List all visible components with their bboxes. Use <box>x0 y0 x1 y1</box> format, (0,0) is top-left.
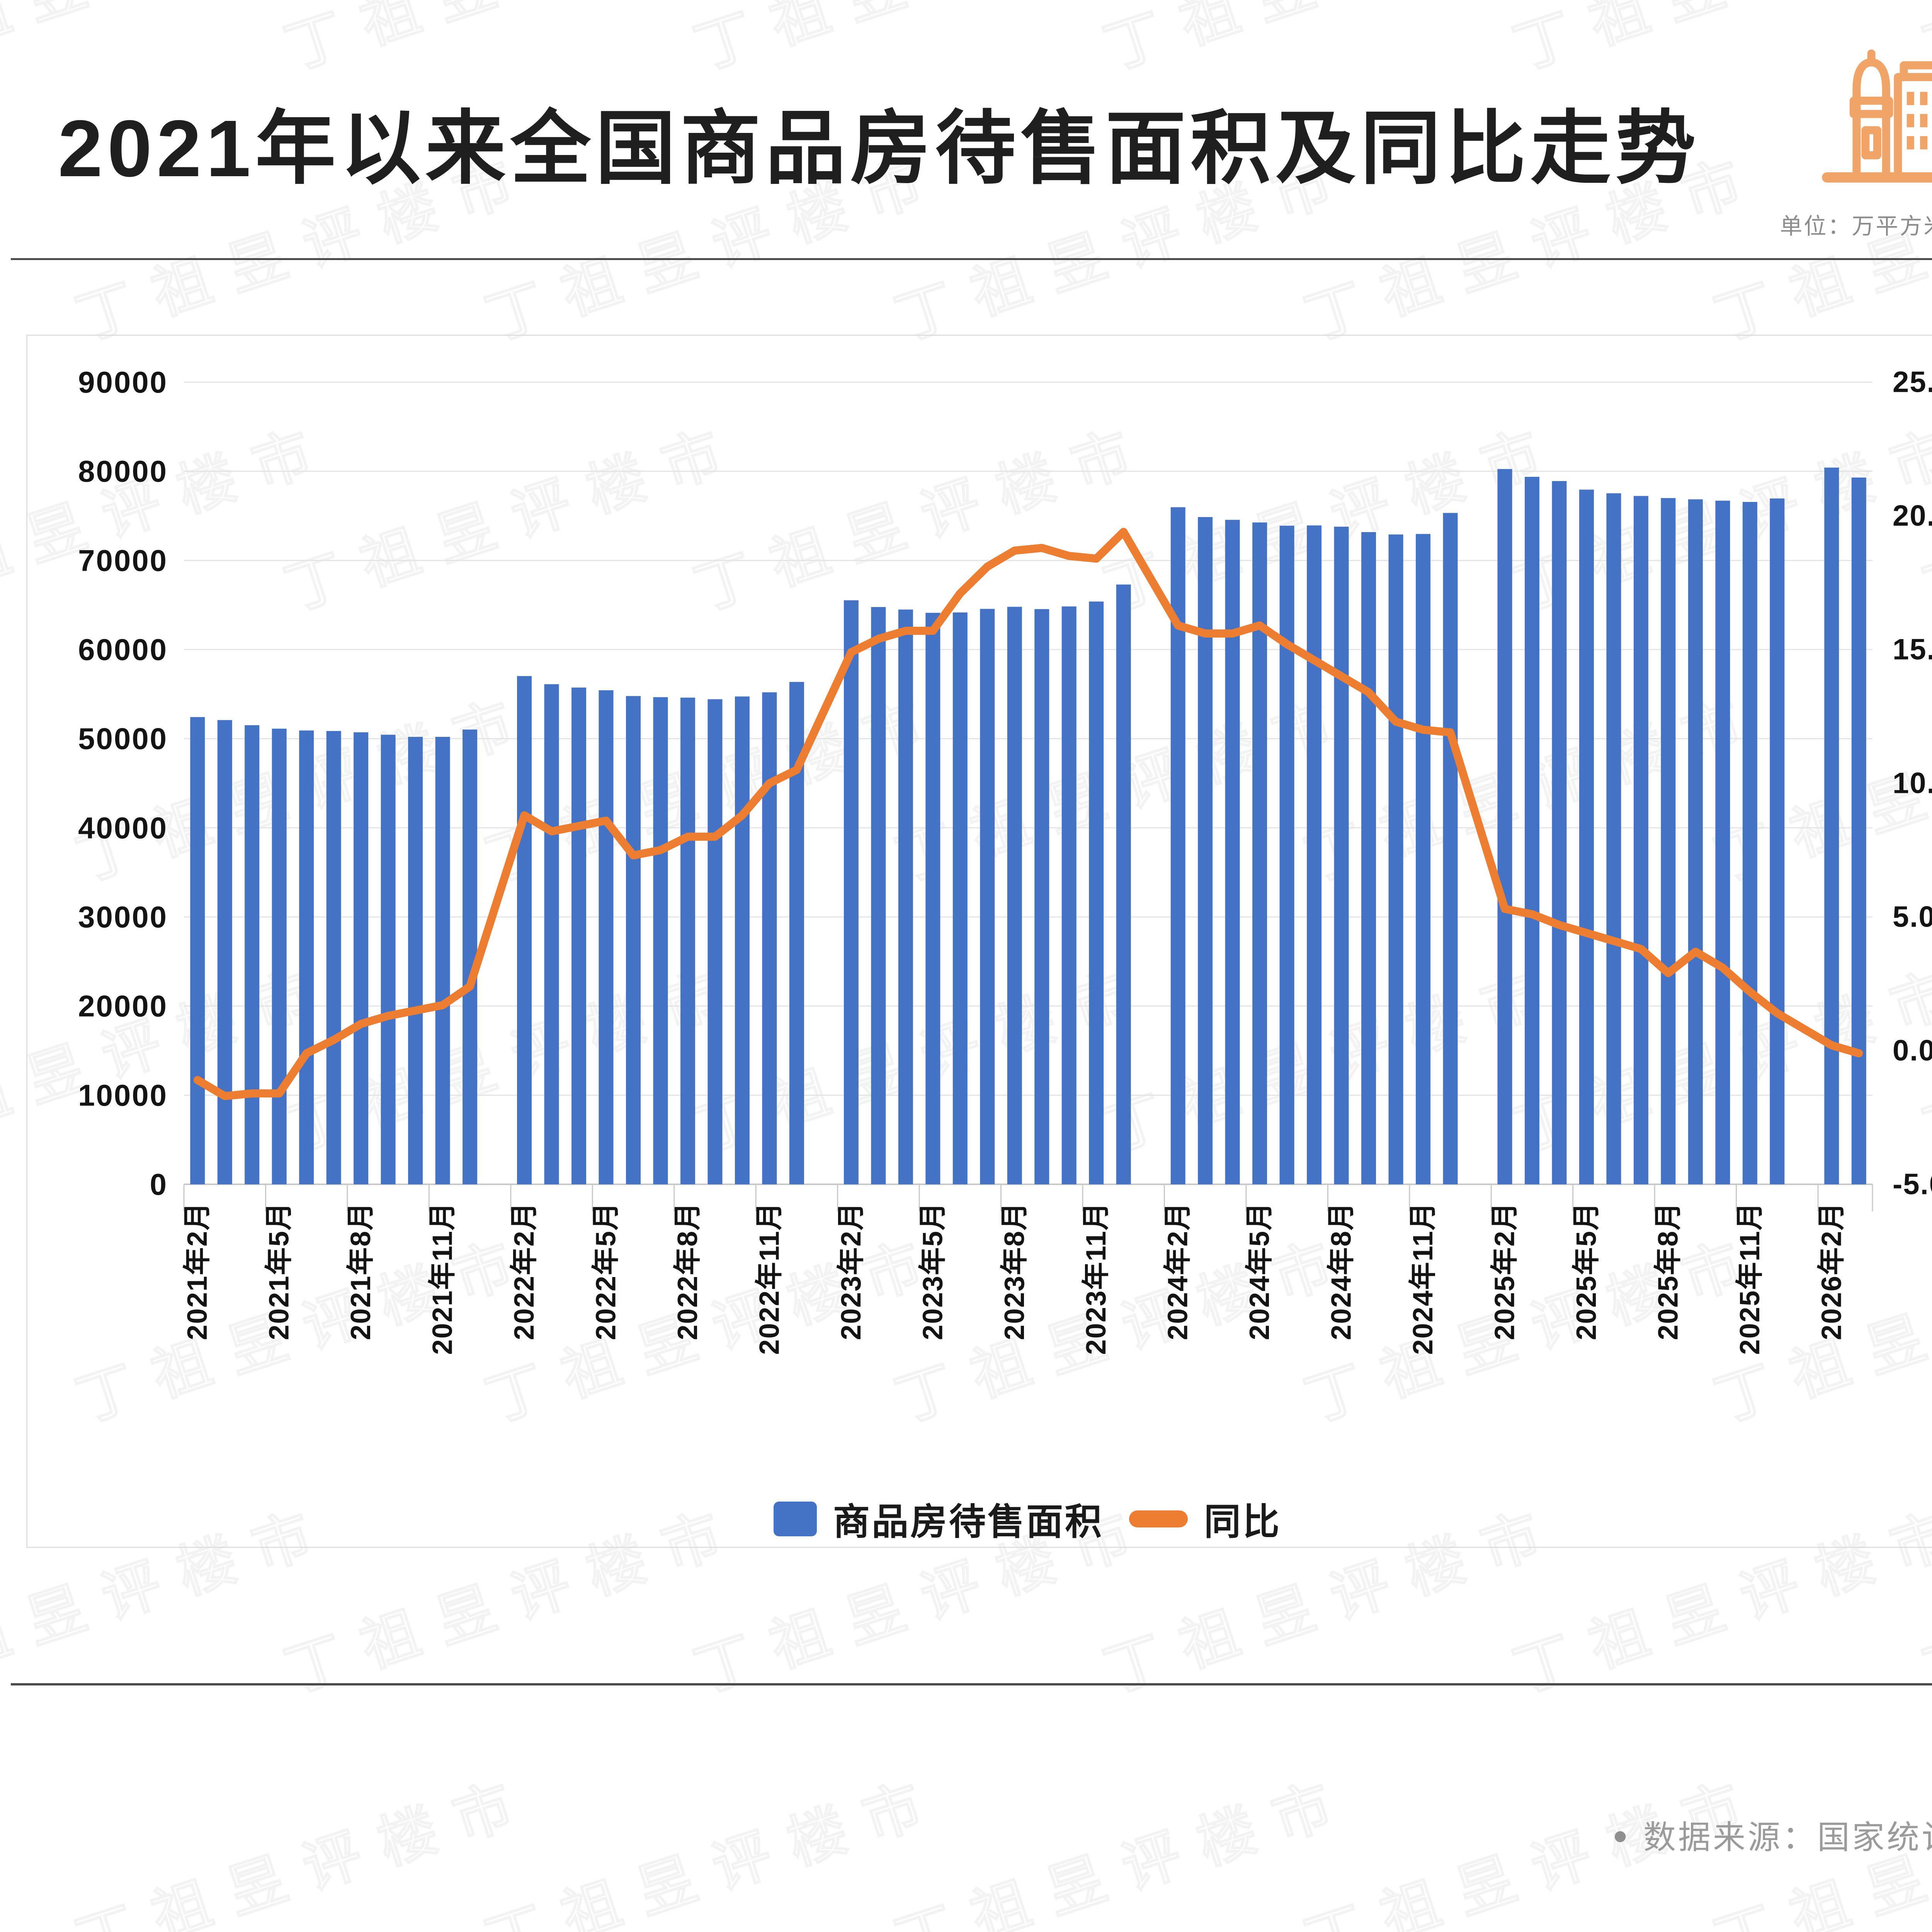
bar-series-swatch <box>773 1501 817 1536</box>
source-text: 数据来源：国家统计局 <box>1643 1819 1932 1855</box>
line-series-swatch <box>1129 1510 1188 1527</box>
chart-legend: 商品房待售面积 同比 <box>0 1492 1932 1545</box>
bar-series-label: 商品房待售面积 <box>833 1502 1104 1543</box>
unit-label: 单位：万平方米、% <box>1780 214 1932 239</box>
source-bullet-icon: ● <box>1612 1820 1630 1849</box>
page-title: 2021年以来全国商品房待售面积及同比走势 <box>58 104 1701 194</box>
footer-divider <box>11 1683 1932 1685</box>
buildings-icon <box>1822 49 1932 183</box>
legend-item-area: 商品房待售面积 <box>773 1492 1104 1545</box>
chart-card <box>26 335 1932 1548</box>
line-series-label: 同比 <box>1204 1502 1282 1543</box>
header-divider <box>11 258 1932 260</box>
source-row: ● 数据来源：国家统计局 <box>1612 1811 1932 1858</box>
legend-item-yoy: 同比 <box>1129 1492 1281 1545</box>
